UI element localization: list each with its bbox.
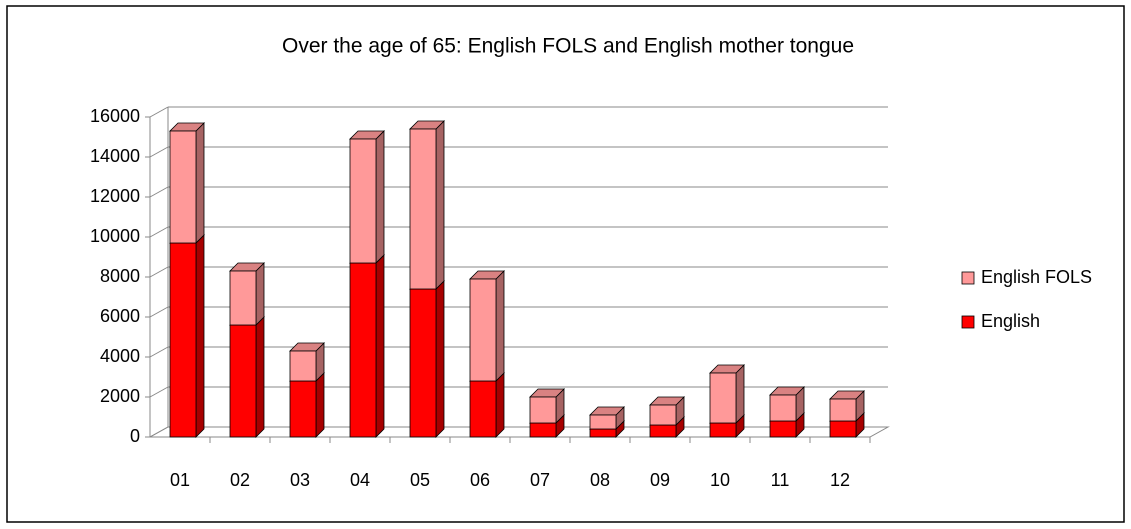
- x-tick-label: 07: [530, 470, 550, 490]
- bar-side: [435, 120, 445, 290]
- grid-diagonal: [149, 226, 169, 238]
- chart-title: Over the age of 65: English FOLS and Eng…: [282, 35, 854, 58]
- bar: [589, 414, 617, 430]
- x-tick-label: 06: [470, 470, 490, 490]
- bar: [169, 242, 197, 438]
- bar-side: [495, 372, 505, 438]
- bar: [169, 130, 197, 244]
- bar-side: [375, 130, 385, 264]
- y-tick-label: 12000: [90, 186, 140, 206]
- y-tick-label: 16000: [90, 106, 140, 126]
- grid-diagonal: [149, 386, 169, 398]
- bar-side: [315, 372, 325, 438]
- bar-side: [435, 280, 445, 438]
- bar: [229, 270, 257, 326]
- bar: [409, 128, 437, 290]
- bar: [529, 396, 557, 424]
- y-tick-label: 8000: [100, 266, 140, 286]
- grid-diagonal: [149, 146, 169, 158]
- bar: [469, 380, 497, 438]
- bar: [289, 380, 317, 438]
- bar-side: [495, 270, 505, 382]
- x-tick-label: 08: [590, 470, 610, 490]
- bar: [409, 288, 437, 438]
- bar: [589, 428, 617, 438]
- x-tick-label: 01: [170, 470, 190, 490]
- legend-swatch: [961, 271, 975, 285]
- y-tick-label: 14000: [90, 146, 140, 166]
- x-tick-label: 05: [410, 470, 430, 490]
- bar: [829, 420, 857, 438]
- bar: [349, 262, 377, 438]
- bar: [349, 138, 377, 264]
- x-tick-label: 04: [350, 470, 370, 490]
- bar-side: [195, 122, 205, 244]
- bar: [229, 324, 257, 438]
- bar-side: [255, 316, 265, 438]
- grid-diagonal: [149, 346, 169, 358]
- bar: [289, 350, 317, 382]
- grid-diagonal: [149, 186, 169, 198]
- grid-diagonal: [149, 306, 169, 318]
- x-tick-label: 11: [771, 470, 790, 490]
- legend-swatch: [961, 315, 975, 329]
- grid-diagonal: [149, 426, 169, 438]
- bar: [469, 278, 497, 382]
- bar: [709, 422, 737, 438]
- y-tick-label: 10000: [90, 226, 140, 246]
- y-tick-label: 6000: [100, 306, 140, 326]
- grid-diagonal: [149, 106, 169, 118]
- bar: [709, 372, 737, 424]
- bar-side: [195, 234, 205, 438]
- x-tick-label: 10: [710, 470, 730, 490]
- bar-side: [375, 254, 385, 438]
- legend-label: English: [981, 311, 1040, 331]
- y-tick-label: 0: [130, 426, 140, 446]
- x-tick-label: 09: [650, 470, 670, 490]
- bar: [769, 420, 797, 438]
- y-tick-label: 4000: [100, 346, 140, 366]
- bar: [649, 424, 677, 438]
- x-tick-label: 02: [230, 470, 250, 490]
- grid-diagonal: [149, 266, 169, 278]
- bar: [769, 394, 797, 422]
- x-tick-label: 03: [290, 470, 310, 490]
- y-tick-label: 2000: [100, 386, 140, 406]
- x-tick-label: 12: [830, 470, 850, 490]
- bar: [829, 398, 857, 422]
- bar: [649, 404, 677, 426]
- legend-label: English FOLS: [981, 267, 1092, 287]
- bar-side: [255, 262, 265, 326]
- bar-side: [735, 364, 745, 424]
- bar: [529, 422, 557, 438]
